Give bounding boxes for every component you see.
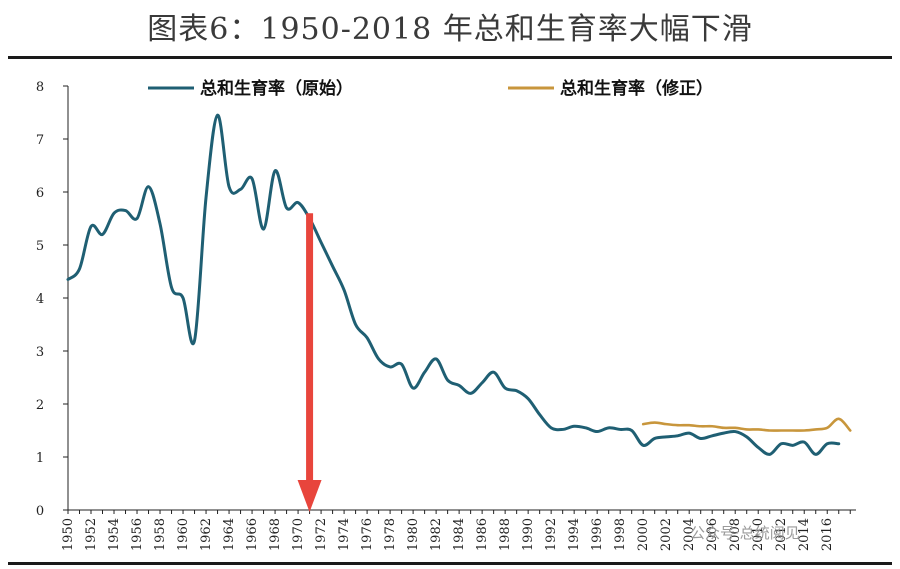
chart-axes xyxy=(67,86,856,511)
x-tick-label: 1976 xyxy=(360,518,375,551)
x-tick-label: 1978 xyxy=(383,518,398,551)
x-tick-label: 2014 xyxy=(797,518,812,551)
y-tick-label: 6 xyxy=(36,186,44,201)
y-tick-label: 3 xyxy=(36,345,44,360)
x-tick-label: 1968 xyxy=(268,518,283,551)
legend-label: 总和生育率（原始） xyxy=(200,78,353,99)
x-tick-label: 1964 xyxy=(222,518,237,551)
annotation-arrow xyxy=(297,213,322,512)
x-tick-label: 1966 xyxy=(245,518,260,551)
watermark-text: 公众号·总统阅见 xyxy=(690,524,800,542)
x-tick-label: 2010 xyxy=(751,518,766,551)
x-tick-label: 2012 xyxy=(774,518,789,551)
arrow-head xyxy=(297,480,322,512)
y-tick-label: 7 xyxy=(36,133,44,148)
x-tick-label: 1998 xyxy=(613,518,628,551)
y-tick-label: 0 xyxy=(36,504,44,519)
y-tick-label: 2 xyxy=(36,398,44,413)
x-tick-label: 1984 xyxy=(452,518,467,551)
x-tick-label: 2000 xyxy=(636,518,651,551)
x-tick-label: 2016 xyxy=(820,518,835,551)
x-tick-label: 1994 xyxy=(567,518,582,551)
series-lines xyxy=(66,113,852,456)
y-tick-labels: 0 1 2 3 4 5 6 7 8 xyxy=(36,80,68,519)
x-tick-label: 1970 xyxy=(291,518,306,551)
legend: 总和生育率（原始） 总和生育率（修正） xyxy=(148,78,713,99)
x-tick-label: 1990 xyxy=(521,518,536,551)
x-tick-label: 1982 xyxy=(429,518,444,551)
x-tick-label: 1956 xyxy=(130,518,145,551)
bottom-divider xyxy=(8,562,892,565)
legend-label: 总和生育率（修正） xyxy=(560,78,713,99)
y-tick-label: 5 xyxy=(36,239,44,254)
y-tick-label: 1 xyxy=(36,451,44,466)
y-tick-label: 4 xyxy=(36,292,44,307)
x-tick-label: 2008 xyxy=(728,518,743,551)
x-tick-label: 1974 xyxy=(337,518,352,551)
x-tick-label: 1960 xyxy=(176,518,191,551)
x-tick-label: 2002 xyxy=(659,518,674,551)
y-tick-label: 8 xyxy=(36,80,44,95)
x-tick-label: 1986 xyxy=(475,518,490,551)
x-tick-label: 1958 xyxy=(153,518,168,551)
x-tick-label: 1992 xyxy=(544,518,559,551)
x-tick-label: 1980 xyxy=(406,518,421,551)
x-tick-label: 1954 xyxy=(107,518,122,551)
x-tick-label: 1952 xyxy=(84,518,99,551)
x-tick-labels: 1950 1952 1954 1956 1958 1960 1962 1964 1966 1968… xyxy=(61,510,851,551)
title-divider xyxy=(8,56,892,59)
x-tick-label: 2006 xyxy=(705,518,720,551)
x-tick-label: 1950 xyxy=(61,518,76,551)
x-tick-label: 1996 xyxy=(590,518,605,551)
series-line-original xyxy=(66,113,841,456)
x-tick-label: 1988 xyxy=(498,518,513,551)
x-tick-label: 1962 xyxy=(199,518,214,551)
x-tick-label: 2004 xyxy=(682,518,697,551)
x-tick-label: 1972 xyxy=(314,518,329,551)
series-line-corrected xyxy=(641,417,852,432)
chart-title: 图表6：1950-2018 年总和生育率大幅下滑 xyxy=(147,12,753,47)
